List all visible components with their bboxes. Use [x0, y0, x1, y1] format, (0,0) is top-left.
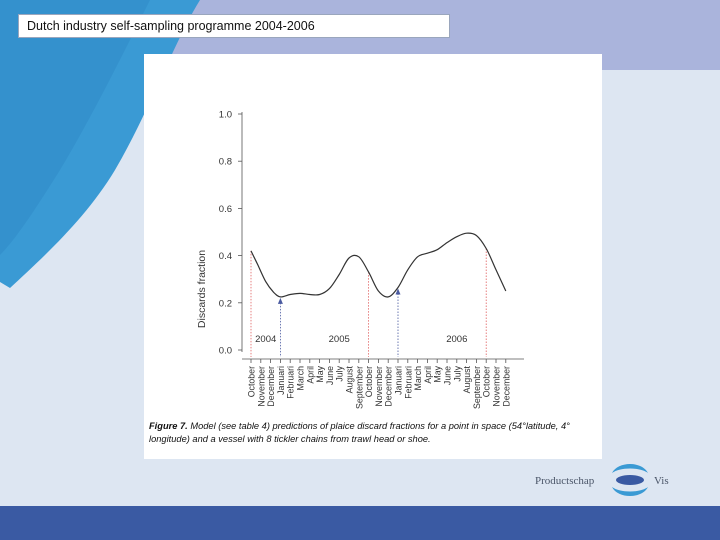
x-tick-label: September [472, 366, 482, 409]
x-tick-label: April [423, 366, 433, 384]
logo-text-productschap: Productschap [535, 475, 595, 487]
y-tick-label: 0.2 [219, 298, 232, 309]
y-tick-label: 0.6 [219, 204, 232, 215]
footer-bar [0, 506, 720, 540]
x-tick-label: May [315, 365, 325, 382]
x-tick-label: December [384, 366, 394, 407]
logo-mark-icon [612, 464, 648, 496]
x-tick-label: October [247, 366, 257, 397]
x-tick-label: Februari [403, 366, 413, 399]
x-tick-label: October [364, 366, 374, 397]
x-tick-label: March [296, 366, 306, 391]
x-tick-label: December [501, 366, 511, 407]
year-label: 2004 [255, 334, 276, 345]
year-label: 2005 [329, 334, 350, 345]
caption-label: Figure 7. [149, 421, 188, 431]
y-axis-label: Discards fraction [196, 250, 208, 328]
x-tick-label: June [325, 366, 335, 385]
arrow-marker-head [395, 288, 401, 295]
discards-chart: Discards fraction 0.0 0.2 0.4 0.6 0.8 1.0 Oct… [196, 110, 524, 409]
x-tick-label: November [256, 366, 266, 407]
x-tick-label: July [335, 365, 345, 381]
x-tick-label: May [433, 365, 443, 382]
y-tick-label: 0.4 [219, 251, 232, 262]
y-tick-label: 0.0 [219, 346, 232, 357]
productschap-vis-logo: Productschap Vis [532, 456, 682, 506]
caption-text: Model (see table 4) predictions of plaic… [149, 421, 570, 444]
x-tick-label: Januari [276, 366, 286, 395]
x-tick-label: October [482, 366, 492, 397]
slide-title: Dutch industry self-sampling programme 2… [18, 14, 450, 38]
y-tick-label: 1.0 [219, 110, 232, 121]
arrow-marker-head [277, 297, 283, 304]
figure-caption: Figure 7. Model (see table 4) prediction… [149, 420, 599, 445]
left-swoosh-highlight [0, 0, 150, 255]
x-tick-label: November [374, 366, 384, 407]
x-tick-label: July [452, 365, 462, 381]
x-tick-label: March [413, 366, 423, 391]
discard-fraction-curve [250, 232, 507, 298]
x-tick-label: August [462, 365, 472, 393]
x-tick-label: Februari [286, 366, 296, 399]
x-tick-label: September [354, 366, 364, 409]
figure-panel: Discards fraction 0.0 0.2 0.4 0.6 0.8 1.0 Oct… [144, 54, 602, 459]
logo-text-vis: Vis [654, 475, 669, 487]
x-tick-label: Januari [394, 366, 404, 395]
x-tick-label: April [305, 366, 315, 384]
x-tick-label: December [266, 366, 276, 407]
year-label: 2006 [446, 334, 467, 345]
x-tick-label: November [492, 366, 502, 407]
y-tick-label: 0.8 [219, 157, 232, 168]
x-tick-label: August [345, 365, 355, 393]
x-tick-label: June [443, 366, 453, 385]
